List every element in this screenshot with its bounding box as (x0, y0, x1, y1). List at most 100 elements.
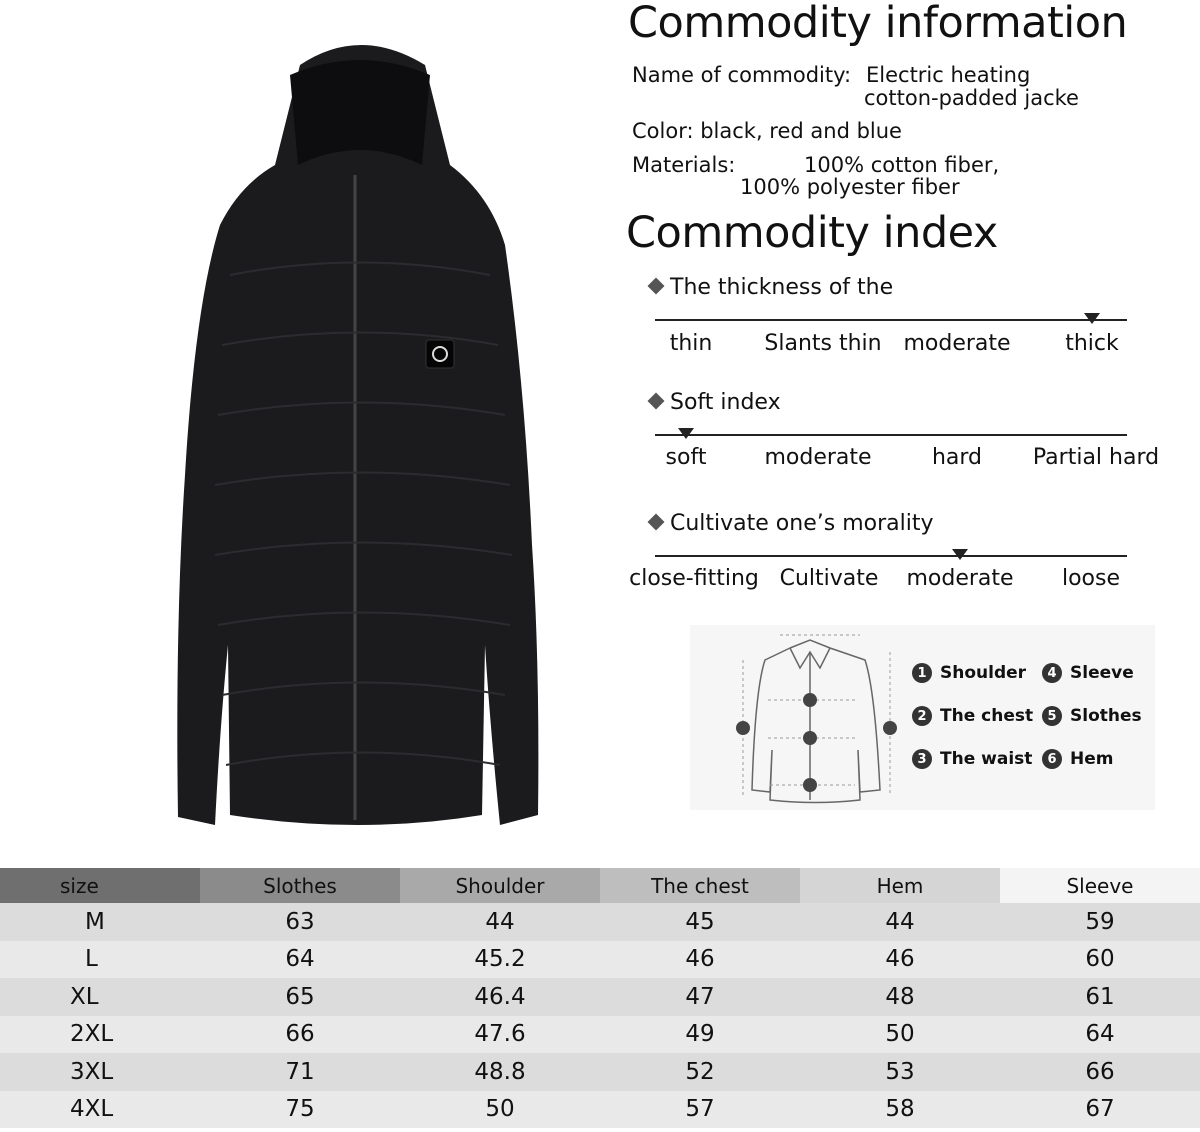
materials-line2: 100% polyester fiber (740, 175, 960, 199)
table-cell: 53 (800, 1053, 1000, 1091)
scale-label: soft (665, 445, 707, 470)
commodity-index-title: Commodity index (626, 208, 998, 258)
table-cell: 50 (400, 1090, 600, 1128)
table-cell: 48 (800, 978, 1000, 1016)
table-cell: 52 (600, 1053, 800, 1091)
table-cell: 2XL (0, 1015, 200, 1053)
scale-label: thin (669, 331, 713, 356)
legend-number-icon: 3 (912, 749, 932, 769)
table-cell: 47 (600, 978, 800, 1016)
scale-label: Partial hard (1032, 445, 1160, 470)
legend-label: The waist (940, 749, 1033, 769)
table-cell: 66 (200, 1015, 400, 1053)
table-cell: 44 (400, 903, 600, 941)
scale-marker-icon (1084, 313, 1100, 324)
table-cell: 75 (200, 1090, 400, 1128)
table-cell: 49 (600, 1015, 800, 1053)
legend-label: Slothes (1070, 706, 1142, 726)
table-cell: 66 (1000, 1053, 1200, 1091)
scale-label: Cultivate (779, 566, 879, 591)
table-row: L 64 45.2 46 46 60 (0, 940, 1200, 978)
name-line2: cotton-padded jacke (864, 86, 1079, 110)
legend-number-icon: 2 (912, 706, 932, 726)
table-header: size (0, 868, 200, 903)
scale-title: The thickness of the (646, 275, 893, 300)
legend-number-icon: 5 (1042, 706, 1062, 726)
scale-label: Slants thin (764, 331, 882, 356)
name-label: Name of commodity: (632, 63, 852, 87)
table-row: 3XL 71 48.8 52 53 66 (0, 1053, 1200, 1091)
legend-number-icon: 4 (1042, 663, 1062, 683)
table-cell: 67 (1000, 1090, 1200, 1128)
scale-title-text: Cultivate one’s morality (670, 511, 934, 536)
shirt-measurement-icon (736, 634, 897, 804)
table-cell: 50 (800, 1015, 1000, 1053)
table-cell: 59 (1000, 903, 1200, 941)
table-cell: 71 (200, 1053, 400, 1091)
scale-label: moderate (903, 331, 1011, 356)
legend-item: 3 The waist (912, 749, 1032, 769)
table-cell: 64 (1000, 1015, 1200, 1053)
scale-title: Soft index (646, 390, 781, 415)
table-cell: 57 (600, 1090, 800, 1128)
table-cell: M (0, 903, 200, 941)
size-diagram: 1 Shoulder 2 The chest 3 The waist 4 Sleeve 5 Slo… (690, 625, 1155, 810)
scale-label: loose (1061, 566, 1121, 591)
table-cell: 58 (800, 1090, 1000, 1128)
table-cell: 45.2 (400, 940, 600, 978)
table-row: M 63 44 45 44 59 (0, 903, 1200, 941)
table-cell: 48.8 (400, 1053, 600, 1091)
legend-number-icon: 6 (1042, 749, 1062, 769)
table-cell: 64 (200, 940, 400, 978)
table-cell: 46.4 (400, 978, 600, 1016)
scale-line (655, 555, 1127, 557)
table-header: Shoulder (400, 868, 600, 903)
scale-title-text: The thickness of the (670, 275, 894, 300)
table-cell: 46 (600, 940, 800, 978)
scale-marker-icon (678, 428, 694, 439)
table-header: Slothes (200, 868, 400, 903)
table-cell: 45 (600, 903, 800, 941)
scale-label: moderate (764, 445, 872, 470)
table-row: 4XL 75 50 57 58 67 (0, 1090, 1200, 1128)
table-header: The chest (600, 868, 800, 903)
table-cell: 44 (800, 903, 1000, 941)
table-cell: 47.6 (400, 1015, 600, 1053)
table-cell: L (0, 940, 200, 978)
legend-item: 5 Slothes (1042, 706, 1142, 726)
scale-title-text: Soft index (670, 390, 781, 415)
table-cell: 63 (200, 903, 400, 941)
table-header: Hem (800, 868, 1000, 903)
table-cell: 60 (1000, 940, 1200, 978)
legend-item: 1 Shoulder (912, 663, 1026, 683)
table-cell: XL (0, 978, 200, 1016)
table-header: Sleeve (1000, 868, 1200, 903)
table-cell: 3XL (0, 1053, 200, 1091)
diamond-icon (647, 513, 665, 531)
diamond-icon (647, 277, 665, 295)
table-cell: 4XL (0, 1090, 200, 1128)
table-row: 2XL 66 47.6 49 50 64 (0, 1015, 1200, 1053)
scale-marker-icon (952, 549, 968, 560)
legend-item: 4 Sleeve (1042, 663, 1134, 683)
table-cell: 61 (1000, 978, 1200, 1016)
legend-label: Hem (1070, 749, 1114, 769)
legend-label: Shoulder (940, 663, 1027, 683)
color-info: Color: black, red and blue (632, 119, 902, 143)
commodity-information-title: Commodity information (628, 0, 1128, 48)
jacket-product-image (177, 45, 539, 825)
table-cell: 46 (800, 940, 1000, 978)
scale-line (655, 434, 1127, 436)
scale-label: thick (1065, 331, 1119, 356)
legend-label: Sleeve (1070, 663, 1134, 683)
scale-label: hard (931, 445, 983, 470)
table-row: XL 65 46.4 47 48 61 (0, 978, 1200, 1016)
table-cell: 65 (200, 978, 400, 1016)
scale-label: moderate (906, 566, 1014, 591)
legend-label: The chest (940, 706, 1034, 726)
scale-label: close-fitting (629, 566, 759, 591)
materials-line1: 100% cotton fiber, (804, 153, 1000, 177)
legend-number-icon: 1 (912, 663, 932, 683)
scale-title: Cultivate one’s morality (646, 511, 933, 536)
